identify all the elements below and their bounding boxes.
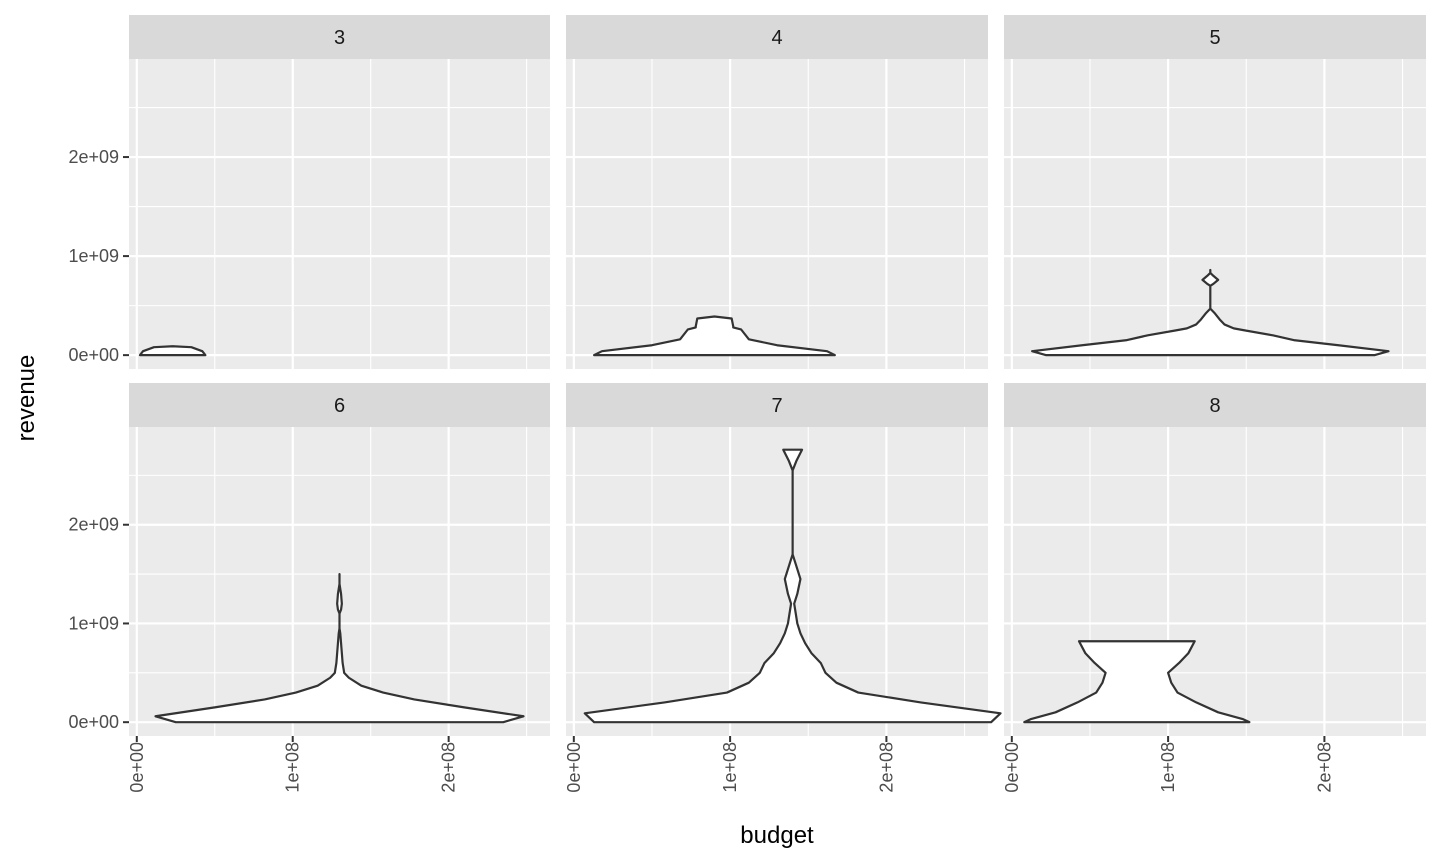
y-tick-label: 1e+09 bbox=[68, 613, 119, 633]
facet-strip bbox=[566, 15, 988, 59]
violin-shape bbox=[593, 315, 836, 357]
violin-shape bbox=[1031, 268, 1390, 357]
facet-strip bbox=[1004, 15, 1426, 59]
violin-shape bbox=[583, 448, 1002, 724]
facet-panel-4: 4 bbox=[566, 15, 988, 369]
facet-strip-label: 7 bbox=[771, 395, 782, 417]
violin-shape bbox=[138, 345, 207, 357]
x-tick-label: 0e+00 bbox=[127, 742, 147, 793]
x-axis-title: budget bbox=[740, 822, 814, 849]
facet-strip-label: 3 bbox=[334, 27, 345, 49]
facet-panel-7: 7 0e+00 1e+08 2e+08 bbox=[564, 383, 1002, 793]
facet-strip-label: 4 bbox=[771, 27, 782, 49]
x-tick-label: 0e+00 bbox=[1002, 742, 1022, 793]
panels-layer: 3 0e+00 1e+09 2e+09 4 5 6 0e+00 1e+09 2e+09 0e+00 1… bbox=[68, 15, 1426, 793]
x-tick-label: 2e+08 bbox=[1314, 742, 1334, 793]
y-tick-label: 2e+09 bbox=[68, 515, 119, 535]
y-tick-label: 2e+09 bbox=[68, 147, 119, 167]
violin-shape bbox=[1023, 640, 1251, 724]
panel-background bbox=[1004, 427, 1426, 736]
y-tick-label: 0e+00 bbox=[68, 712, 119, 732]
facet-strip bbox=[129, 15, 550, 59]
x-tick-label: 2e+08 bbox=[439, 742, 459, 793]
panel-background bbox=[129, 59, 550, 369]
facet-panel-3: 3 0e+00 1e+09 2e+09 bbox=[68, 15, 550, 369]
facet-panel-6: 6 0e+00 1e+09 2e+09 0e+00 1e+08 2e+08 bbox=[68, 383, 550, 793]
y-axis-title: revenue bbox=[13, 355, 40, 442]
facet-strip bbox=[1004, 383, 1426, 427]
x-tick-label: 2e+08 bbox=[876, 742, 896, 793]
facet-strip bbox=[566, 383, 988, 427]
y-tick-label: 0e+00 bbox=[68, 345, 119, 365]
x-tick-label: 1e+08 bbox=[283, 742, 303, 793]
panel-background bbox=[566, 59, 988, 369]
violin-shape bbox=[154, 573, 525, 724]
facet-strip-label: 8 bbox=[1209, 395, 1220, 417]
y-tick-label: 1e+09 bbox=[68, 246, 119, 266]
x-tick-label: 1e+08 bbox=[1158, 742, 1178, 793]
x-tick-label: 0e+00 bbox=[564, 742, 584, 793]
x-tick-label: 1e+08 bbox=[720, 742, 740, 793]
facet-strip-label: 5 bbox=[1209, 27, 1220, 49]
facet-panel-5: 5 bbox=[1004, 15, 1426, 369]
facet-strip-label: 6 bbox=[334, 395, 345, 417]
facet-strip bbox=[129, 383, 550, 427]
facet-panel-8: 8 0e+00 1e+08 2e+08 bbox=[1002, 383, 1426, 793]
